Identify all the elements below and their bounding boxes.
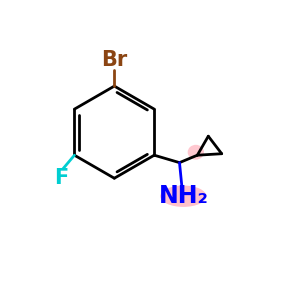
Text: Br: Br [101, 50, 128, 70]
Ellipse shape [188, 145, 204, 160]
Text: F: F [55, 168, 69, 188]
Text: NH₂: NH₂ [158, 184, 208, 208]
Ellipse shape [160, 185, 206, 207]
